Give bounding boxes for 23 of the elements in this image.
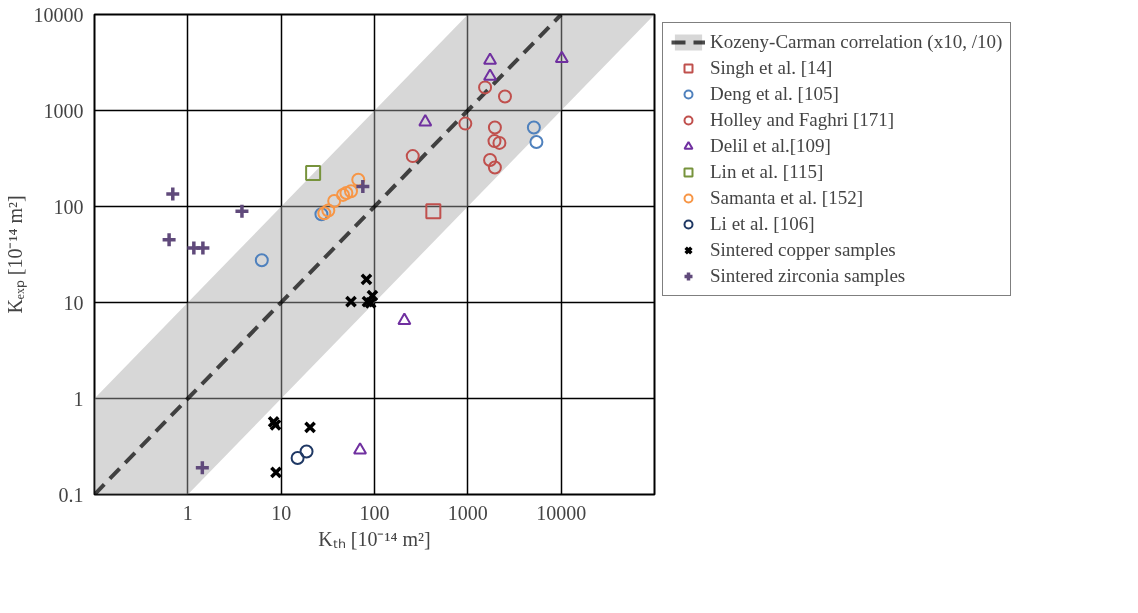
x-tick-label: 10 — [271, 501, 292, 524]
x-tick-label: 1000 — [447, 501, 488, 524]
legend-label: Holley and Faghri [171] — [710, 109, 895, 131]
legend-label: Deng et al. [105] — [710, 83, 839, 105]
legend-label: Singh et al. [14] — [710, 57, 833, 79]
legend-label: Kozeny-Carman correlation (x10, /10) — [710, 31, 1003, 53]
x-tick-label: 1 — [182, 501, 193, 524]
legend-label: Samanta et al. [152] — [710, 187, 864, 209]
x-tick-label: 100 — [359, 501, 390, 524]
y-tick-label: 10 — [63, 291, 84, 314]
legend-label: Li et al. [106] — [710, 213, 815, 235]
legend-label: Lin et al. [115] — [710, 161, 824, 183]
x-axis-title: Kₜₕ [10⁻¹⁴ m²] — [318, 527, 431, 550]
legend-label: Delil et al.[109] — [710, 135, 831, 157]
y-tick-label: 100 — [53, 195, 84, 218]
y-tick-label: 0.1 — [58, 483, 84, 506]
legend-label: Sintered copper samples — [710, 239, 896, 261]
y-tick-label: 1000 — [43, 99, 84, 122]
y-tick-label: 10000 — [33, 3, 84, 26]
legend-label: Sintered zirconia samples — [710, 265, 906, 287]
x-tick-label: 10000 — [536, 501, 587, 524]
y-axis-title: Kₑₓₚ [10⁻¹⁴ m²] — [3, 195, 27, 314]
y-tick-label: 1 — [73, 387, 84, 410]
